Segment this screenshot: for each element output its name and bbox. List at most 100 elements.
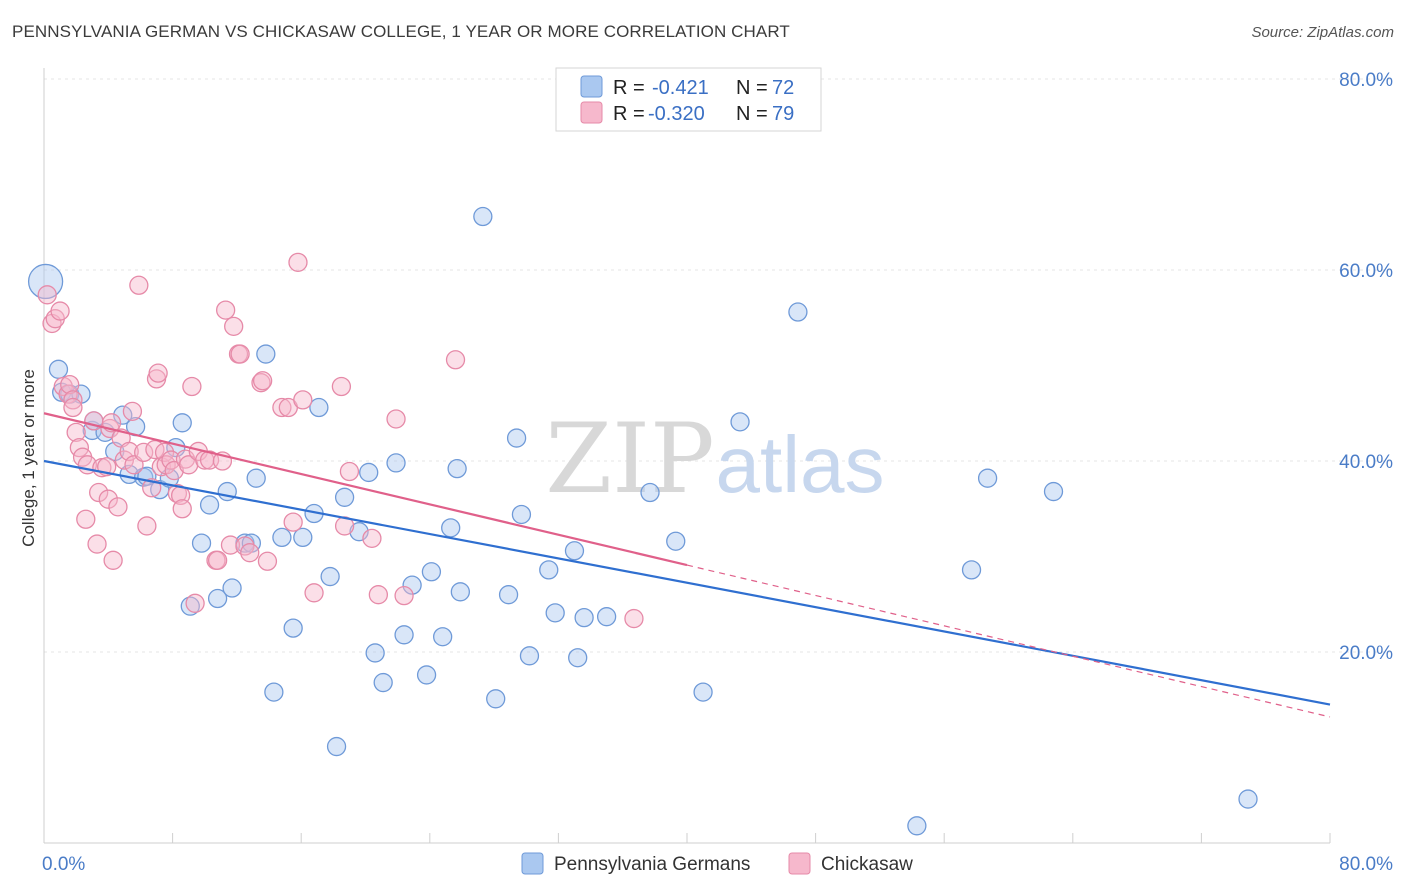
blue-point-36 [334,487,355,507]
pink-point-12 [76,509,96,529]
legend-n-value-2: 79 [772,103,794,125]
blue-point-21 [207,588,228,609]
series-chickasaw [37,252,644,629]
blue-point-43 [402,575,422,595]
bottom-legend-label-pink: Chickasaw [821,854,913,875]
blue-point-55 [519,646,540,666]
blue-point-50 [473,206,493,227]
pink-point-72 [339,461,360,482]
regression-lines [43,412,1331,718]
blue-point-60 [596,607,617,627]
pink-point-54 [215,300,236,320]
blue-point-20 [199,495,220,515]
y-axis-label: College, 1 year or more [19,369,38,547]
blue-point-57 [545,603,565,623]
blue-point-27 [256,344,276,364]
blue-point-69 [1043,481,1064,502]
regression-line-pink [43,412,688,567]
blue-point-64 [730,412,750,432]
bottom-legend-label-blue: Pennsylvania Germans [554,854,750,875]
pink-point-19 [98,489,118,509]
pink-point-74 [368,585,389,605]
blue-point-48 [447,458,467,479]
regression-line-blue [43,459,1331,706]
pink-point-3 [50,301,70,321]
pink-point-30 [134,442,154,463]
grid-lines [44,78,1393,653]
pink-point-77 [445,350,466,370]
blue-point-54 [511,504,532,525]
pink-point-60 [240,543,260,563]
pink-point-75 [386,409,406,429]
blue-point-59 [574,607,594,628]
blue-point-9 [113,405,133,425]
blue-point-39 [365,643,385,663]
pink-point-64 [272,397,292,418]
watermark-zip: ZIP [545,403,714,515]
blue-point-19 [191,533,212,553]
blue-point-35 [326,736,347,757]
regression-line-pink-extension [686,564,1331,718]
pink-point-47 [185,593,205,613]
blue-point-46 [433,627,453,647]
pink-point-63 [257,551,278,571]
blue-point-65 [788,302,808,322]
legend-n-label-2: N = [736,103,768,125]
pink-point-52 [207,550,228,570]
pink-point-70 [331,376,352,397]
pink-point-39 [161,450,181,470]
source-label: Source: ZipAtlas.com [1251,24,1394,41]
blue-point-58 [568,648,588,668]
pink-point-68 [293,390,313,410]
blue-point-17 [172,413,192,433]
pink-point-43 [172,499,192,519]
blue-point-34 [320,566,340,587]
pink-point-73 [362,528,382,549]
x-tick-label-max: 80.0% [1339,854,1393,875]
pink-point-46 [182,376,202,397]
blue-point-28 [264,682,284,702]
blue-point-63 [693,682,713,702]
blue-point-56 [539,560,559,580]
pink-point-15 [87,534,107,554]
blue-point-62 [666,531,686,551]
pink-point-31 [137,516,157,536]
y-tick-label-1: 40.0% [1339,452,1393,473]
legend-swatch-blue [580,75,603,98]
pink-point-41 [167,483,188,504]
blue-point-29 [272,527,292,548]
pink-point-55 [220,535,241,555]
blue-point-66 [907,816,927,836]
pink-point-69 [304,583,324,603]
pink-point-78 [624,608,644,629]
pink-point-22 [103,550,123,570]
blue-point-70 [1238,789,1258,809]
y-tick-labels: 20.0% 40.0% 60.0% 80.0% [1339,70,1393,664]
blue-point-68 [977,468,998,488]
blue-point-30 [283,618,303,638]
blue-point-23 [222,578,242,598]
y-tick-label-3: 80.0% [1339,70,1393,91]
pink-point-0 [37,285,57,305]
blue-point-1 [48,359,69,379]
blue-point-38 [359,462,379,483]
legend-box: R = -0.421 N = 72 R = -0.320 N = 79 [555,67,822,132]
pink-point-8 [63,397,83,418]
chart-title: PENNSYLVANIA GERMAN VS CHICKASAW COLLEGE… [12,22,790,41]
legend-swatch-pink [580,101,603,124]
legend-n-label-1: N = [736,77,768,99]
blue-point-51 [486,689,506,709]
legend-r-value-2: -0.320 [648,103,705,125]
blue-point-26 [246,468,266,488]
y-tick-label-0: 20.0% [1339,643,1393,664]
blue-point-40 [373,672,393,693]
x-tick-label-min: 0.0% [42,854,85,875]
legend-n-value-1: 72 [772,77,794,99]
blue-point-67 [961,560,982,580]
blue-point-52 [498,585,519,605]
legend-r-label-1: R = [613,77,645,99]
pink-point-16 [89,482,109,503]
pink-point-6 [60,374,80,395]
blue-point-61 [640,482,660,503]
